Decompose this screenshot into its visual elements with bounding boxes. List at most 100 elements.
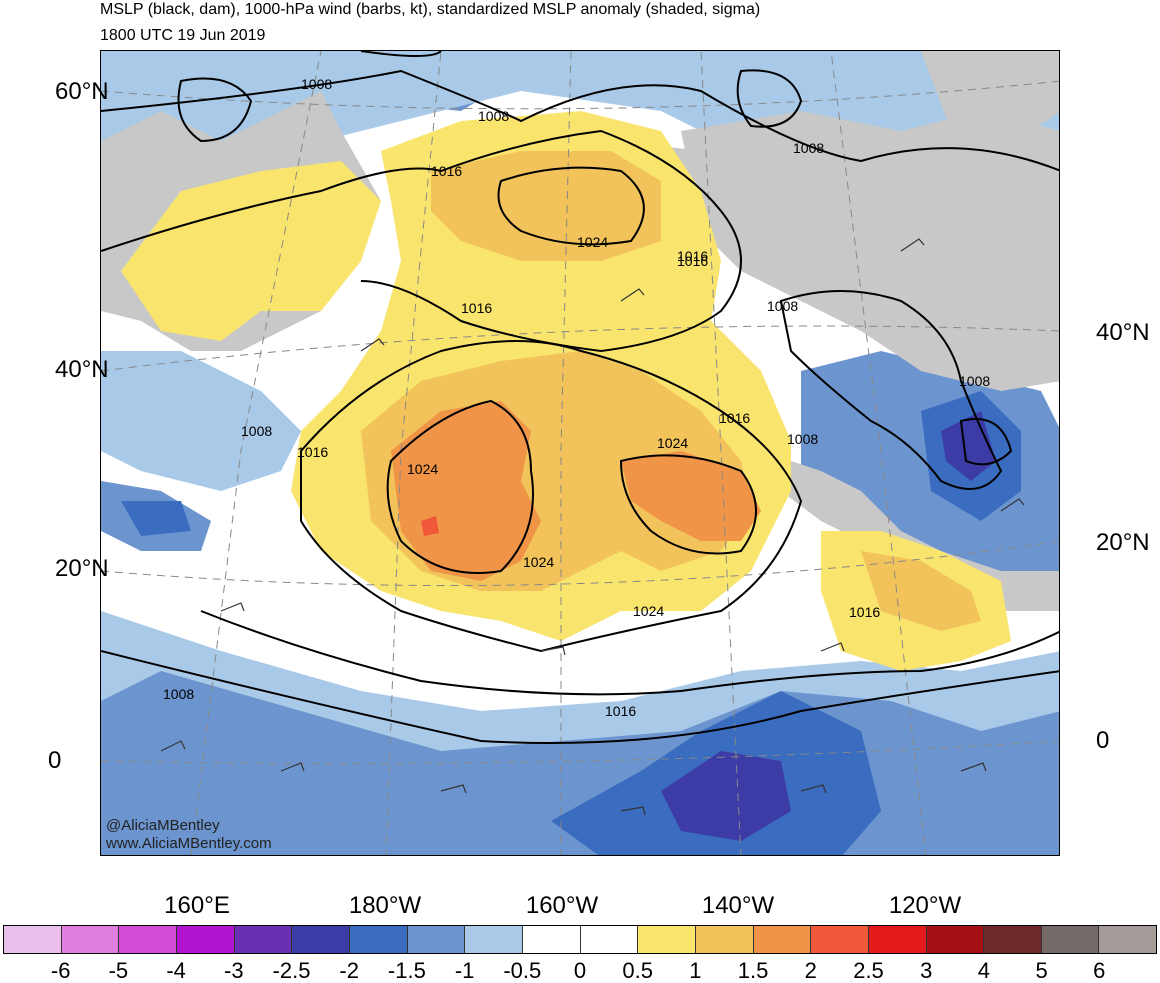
- graticule-lat-20n: [101, 540, 1059, 587]
- contour-label: 1008: [301, 76, 332, 92]
- colorbar-swatch: [176, 926, 235, 953]
- colorbar-swatch: [811, 926, 869, 953]
- colorbar-swatch: [926, 926, 985, 953]
- contour-label: 1016: [431, 163, 462, 179]
- colorbar-swatch: [119, 926, 177, 953]
- graticule-lon-120w: [830, 51, 927, 855]
- contour-label: 1016: [677, 248, 708, 264]
- colorbar-tick-label: -1.5: [387, 958, 426, 983]
- anomaly-red-core: [421, 516, 439, 536]
- mslp-contours: [101, 51, 1059, 744]
- contour-low-north-east: [736, 69, 803, 128]
- lon-label-180w: 180°W: [348, 892, 422, 919]
- anomaly-dark-blue-west: [121, 501, 191, 536]
- contour-1008-south: [101, 650, 1059, 744]
- colorbar-swatch: [753, 926, 812, 953]
- colorbar-swatch: [868, 926, 927, 953]
- anomaly-colorbar: [3, 925, 1157, 954]
- graticule: [101, 51, 1059, 855]
- colorbar-swatch: [695, 926, 754, 953]
- positive-anomaly-shading: [121, 111, 1011, 671]
- contour-label: 1016: [461, 300, 492, 316]
- colorbar-swatch: [407, 926, 466, 953]
- credit: @AliciaMBentley www.AliciaMBentley.com: [106, 817, 272, 853]
- wind-barb: [960, 762, 987, 772]
- lon-label-140w: 140°W: [701, 892, 775, 919]
- contour-1016-central: [300, 340, 803, 653]
- colorbar-swatch: [292, 926, 350, 953]
- colorbar-tick-label: -6: [50, 958, 71, 983]
- colorbar-swatch: [1041, 926, 1100, 953]
- colorbar-tick-label: 5: [1035, 958, 1048, 983]
- wind-barb: [620, 806, 646, 816]
- wind-barb: [620, 288, 645, 302]
- lon-label-120w: 120°W: [888, 892, 962, 919]
- lat-label-right-40n: 40°N: [1096, 319, 1150, 346]
- colorbar-tick-label: 4: [977, 958, 991, 983]
- contour-label: 1024: [407, 461, 438, 477]
- colorbar-tick-label: -0.5: [503, 958, 542, 983]
- lat-label-20n: 20°N: [55, 555, 109, 582]
- colorbar-tick-label: 2: [804, 958, 817, 983]
- contour-low-north-center: [360, 51, 442, 57]
- lat-label-0: 0: [48, 747, 62, 774]
- colorbar-tick-label: -2: [339, 958, 359, 983]
- graticule-lat-40n: [101, 325, 1059, 372]
- wind-barb: [360, 338, 385, 352]
- colorbar-swatch: [4, 926, 62, 953]
- anomaly-orange-east-core: [621, 451, 761, 541]
- anomaly-light-blue-west: [101, 351, 301, 491]
- graticule-lat-60n: [101, 80, 1059, 110]
- wind-barb: [900, 238, 925, 252]
- contour-label: 1024: [633, 603, 664, 619]
- colorbar-tick-label: -3: [224, 958, 244, 983]
- colorbar-tick-label: 0: [573, 958, 587, 983]
- colorbar-swatch: [349, 926, 408, 953]
- colorbar-tick-label: 1: [689, 958, 702, 983]
- colorbar-tick-label: 2.5: [853, 958, 884, 983]
- contour-labels: 1008 1008 1016 1024 1016 1016 1008 1016 …: [163, 76, 990, 719]
- anomaly-orange-core: [391, 401, 541, 581]
- graticule-lon-160w: [560, 51, 572, 855]
- land-north-america-west: [761, 451, 1059, 611]
- land-greenland: [921, 51, 1059, 151]
- contour-label: 1008: [959, 373, 990, 389]
- lat-label-right-20n: 20°N: [1096, 529, 1150, 556]
- contour-label: 1016: [677, 253, 708, 269]
- contour-1016-south: [200, 610, 1059, 696]
- contour-label: 1008: [163, 686, 194, 702]
- contour-label: 1016: [605, 703, 636, 719]
- contour-1024-north: [497, 166, 645, 246]
- lat-label-40n: 40°N: [55, 356, 109, 383]
- wind-barb: [440, 784, 467, 794]
- wind-barb: [800, 784, 827, 794]
- anomaly-deep-blue-south: [661, 751, 791, 841]
- colorbar-swatch: [522, 926, 581, 953]
- colorbar-tick-label: -5: [108, 958, 129, 983]
- wind-barb: [820, 642, 845, 652]
- credit-website: www.AliciaMBentley.com: [106, 835, 272, 852]
- contour-label: 1008: [793, 140, 824, 156]
- contour-1008-east: [779, 290, 1003, 490]
- anomaly-yellow-west: [121, 161, 381, 341]
- land-canada: [681, 111, 1059, 391]
- contour-label: 1024: [577, 234, 608, 250]
- contour-label: 1024: [657, 435, 688, 451]
- colorbar-swatch: [580, 926, 639, 953]
- map-panel[interactable]: 1008 1008 1016 1024 1016 1016 1008 1016 …: [100, 50, 1060, 856]
- contour-label: 1008: [241, 423, 272, 439]
- contour-label: 1008: [787, 431, 818, 447]
- colorbar-swatch: [234, 926, 293, 953]
- figure-title: MSLP (black, dam), 1000-hPa wind (barbs,…: [100, 1, 761, 18]
- contour-1024-central-west: [386, 399, 534, 574]
- lat-label-right-0: 0: [1096, 727, 1110, 754]
- graticule-lon-140w: [700, 51, 742, 855]
- contour-label: 1008: [767, 298, 798, 314]
- credit-handle: @AliciaMBentley: [106, 817, 220, 834]
- lat-label-60n: 60°N: [55, 78, 109, 105]
- wind-barbs: [160, 238, 1025, 816]
- lon-label-160w: 160°W: [525, 892, 599, 919]
- map-canvas: 1008 1008 1016 1024 1016 1016 1008 1016 …: [101, 51, 1059, 855]
- anomaly-light-orange-central-north: [431, 151, 661, 261]
- colorbar-tick-label: -2.5: [272, 958, 311, 983]
